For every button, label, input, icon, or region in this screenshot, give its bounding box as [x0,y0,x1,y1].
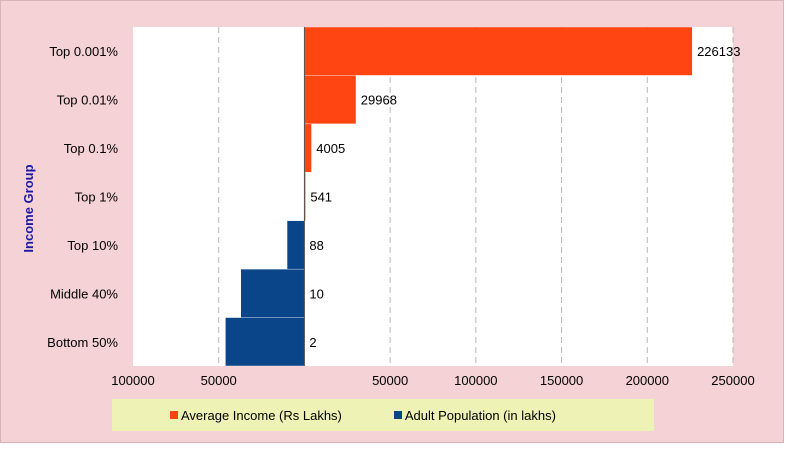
x-tick-label: 250000 [711,373,754,388]
bar [241,269,305,318]
bars [225,27,693,366]
data-labels: 226133 29968 4005 541 88 10 2 [309,44,740,350]
bar [225,317,305,366]
data-label: 226133 [697,44,740,59]
bar [304,75,356,124]
data-label: 4005 [316,141,345,156]
bar [287,220,305,269]
data-label: 88 [309,238,323,253]
x-tick-label: 150000 [540,373,583,388]
legend-item-adult-population: Adult Population (in lakhs) [393,407,556,423]
x-tick-label: 50000 [201,373,237,388]
category-label: Middle 40% [50,286,118,301]
plot-area [133,27,733,366]
legend-label-average-income: Average Income (Rs Lakhs) [181,407,342,423]
x-tick-label: 100000 [111,373,154,388]
category-label: Top 0.001% [49,44,118,59]
bar [304,124,312,173]
data-label: 2 [309,335,316,350]
category-label: Top 10% [67,238,118,253]
data-label: 10 [309,286,323,301]
category-labels: Top 0.001% Top 0.01% Top 0.1% Top 1% Top 10%… [47,44,118,350]
legend-swatch-average-income [170,411,178,419]
data-label: 29968 [361,93,397,108]
category-label: Top 1% [75,190,119,205]
category-label: Top 0.01% [57,93,119,108]
gridlines [218,27,734,366]
x-tick-labels: 100000 50000 50000 100000 150000 200000 250000 [111,373,754,388]
data-label: 541 [310,190,332,205]
category-label: Top 0.1% [64,141,119,156]
legend-item-average-income: Average Income (Rs Lakhs) [170,408,342,423]
legend-swatch-adult-population [393,411,402,419]
x-tick-label: 50000 [372,373,408,388]
bar [304,27,693,76]
x-tick-label: 200000 [626,373,669,388]
legend-label-adult-population: Adult Population (in lakhs) [404,407,556,423]
category-label: Bottom 50% [47,335,118,350]
y-axis-title: Income Group [21,164,36,252]
x-tick-label: 100000 [454,373,497,388]
legend: Average Income (Rs Lakhs) Adult Populati… [112,399,654,431]
